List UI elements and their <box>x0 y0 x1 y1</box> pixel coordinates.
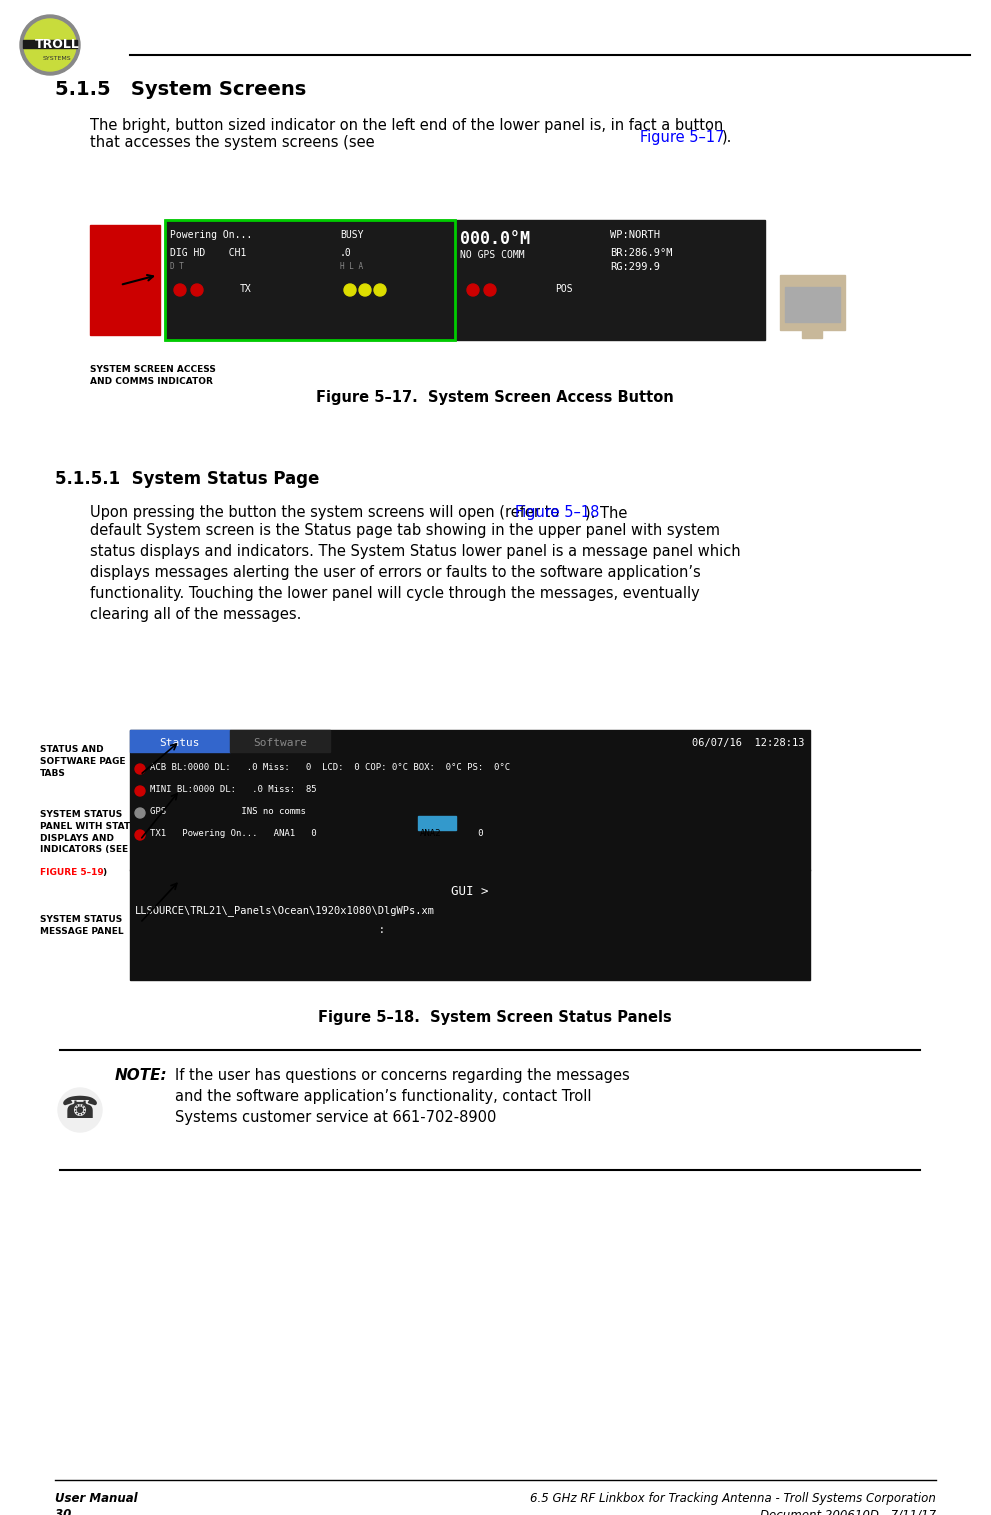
Text: Software: Software <box>253 738 307 748</box>
Circle shape <box>135 786 145 795</box>
Bar <box>455 220 765 339</box>
Text: 6.5 GHz RF Linkbox for Tracking Antenna - Troll Systems Corporation: 6.5 GHz RF Linkbox for Tracking Antenna … <box>530 1492 936 1504</box>
Text: Figure 5–17: Figure 5–17 <box>640 130 724 145</box>
Text: GPS              INS no comms: GPS INS no comms <box>150 807 306 817</box>
Text: default System screen is the Status page tab showing in the upper panel with sys: default System screen is the Status page… <box>90 523 740 623</box>
Text: If the user has questions or concerns regarding the messages
and the software ap: If the user has questions or concerns re… <box>175 1068 629 1126</box>
Circle shape <box>467 283 479 295</box>
Text: NOTE:: NOTE: <box>115 1068 167 1083</box>
Text: SYSTEM SCREEN ACCESS
AND COMMS INDICATOR: SYSTEM SCREEN ACCESS AND COMMS INDICATOR <box>90 365 216 386</box>
Circle shape <box>135 807 145 818</box>
Text: Powering On...: Powering On... <box>170 230 253 239</box>
Text: 0: 0 <box>462 829 484 838</box>
Text: POS: POS <box>555 283 573 294</box>
Text: 5.1.5   System Screens: 5.1.5 System Screens <box>55 80 306 98</box>
Bar <box>90 226 160 335</box>
Text: 30: 30 <box>55 1507 71 1515</box>
Text: 06/07/16  12:28:13: 06/07/16 12:28:13 <box>693 738 805 748</box>
Text: LLSOURCE\TRL21\_Panels\Ocean\1920x1080\DlgWPs.xm: LLSOURCE\TRL21\_Panels\Ocean\1920x1080\D… <box>135 904 435 917</box>
Circle shape <box>135 764 145 774</box>
Circle shape <box>58 1088 102 1132</box>
Text: FIGURE 5–19: FIGURE 5–19 <box>40 868 104 877</box>
Circle shape <box>174 283 186 295</box>
Text: ). The: ). The <box>585 504 627 520</box>
Text: Status: Status <box>160 738 200 748</box>
Circle shape <box>374 283 386 295</box>
Bar <box>130 730 230 751</box>
Text: BUSY: BUSY <box>340 230 364 239</box>
Text: Figure 5–18: Figure 5–18 <box>515 504 600 520</box>
Circle shape <box>359 283 371 295</box>
Bar <box>802 329 822 338</box>
Bar <box>165 220 455 339</box>
Circle shape <box>484 283 496 295</box>
Text: ☎: ☎ <box>61 1095 99 1124</box>
Bar <box>230 730 330 751</box>
Text: DIG HD    CH1: DIG HD CH1 <box>170 248 247 258</box>
Text: H L A: H L A <box>340 262 363 271</box>
Text: SYSTEMS: SYSTEMS <box>43 56 71 61</box>
Text: ACB BL:0000 DL:   .0 Miss:   0  LCD:  0 COP: 0°C BOX:  0°C PS:  0°C: ACB BL:0000 DL: .0 Miss: 0 LCD: 0 COP: 0… <box>150 764 510 773</box>
Text: SYSTEM STATUS
MESSAGE PANEL: SYSTEM STATUS MESSAGE PANEL <box>40 915 124 936</box>
Circle shape <box>24 20 76 71</box>
Text: The bright, button sized indicator on the left end of the lower panel is, in fac: The bright, button sized indicator on th… <box>90 118 723 150</box>
Circle shape <box>135 830 145 839</box>
Bar <box>165 220 455 339</box>
Text: Figure 5–17.  System Screen Access Button: Figure 5–17. System Screen Access Button <box>316 389 674 405</box>
Text: STATUS AND
SOFTWARE PAGE
TABS: STATUS AND SOFTWARE PAGE TABS <box>40 745 126 777</box>
Text: TX: TX <box>240 283 252 294</box>
Bar <box>130 730 810 980</box>
Bar <box>785 286 840 323</box>
Text: 5.1.5.1  System Status Page: 5.1.5.1 System Status Page <box>55 470 319 488</box>
Text: ): ) <box>102 868 106 877</box>
Circle shape <box>20 15 80 76</box>
Text: ).: ). <box>722 130 732 145</box>
Text: TROLL: TROLL <box>35 38 79 50</box>
Text: :: : <box>135 926 385 935</box>
Text: BR:286.9°M: BR:286.9°M <box>610 248 673 258</box>
Bar <box>780 276 845 330</box>
Text: TX1   Powering On...   ANA1   0: TX1 Powering On... ANA1 0 <box>150 829 333 838</box>
Text: NO GPS COMM: NO GPS COMM <box>460 250 524 261</box>
Text: .0: .0 <box>340 248 352 258</box>
Text: ANA2: ANA2 <box>420 829 442 838</box>
Bar <box>418 817 456 830</box>
Text: RG:299.9: RG:299.9 <box>610 262 660 273</box>
Text: D T: D T <box>170 262 184 271</box>
Bar <box>23 39 77 48</box>
Circle shape <box>344 283 356 295</box>
Text: SYSTEM STATUS
PANEL WITH STATUS
DISPLAYS AND
INDICATORS (SEE: SYSTEM STATUS PANEL WITH STATUS DISPLAYS… <box>40 811 144 854</box>
Text: Figure 5–18.  System Screen Status Panels: Figure 5–18. System Screen Status Panels <box>318 1011 672 1026</box>
Text: GUI >: GUI > <box>451 885 489 898</box>
Circle shape <box>191 283 203 295</box>
Text: Document 200610D - 7/11/17: Document 200610D - 7/11/17 <box>760 1507 936 1515</box>
Text: WP:NORTH: WP:NORTH <box>610 230 660 239</box>
Text: 000.0°M: 000.0°M <box>460 230 530 248</box>
Text: User Manual: User Manual <box>55 1492 138 1504</box>
Text: MINI BL:0000 DL:   .0 Miss:  85: MINI BL:0000 DL: .0 Miss: 85 <box>150 785 317 794</box>
Text: Upon pressing the button the system screens will open (refer to: Upon pressing the button the system scre… <box>90 504 564 520</box>
